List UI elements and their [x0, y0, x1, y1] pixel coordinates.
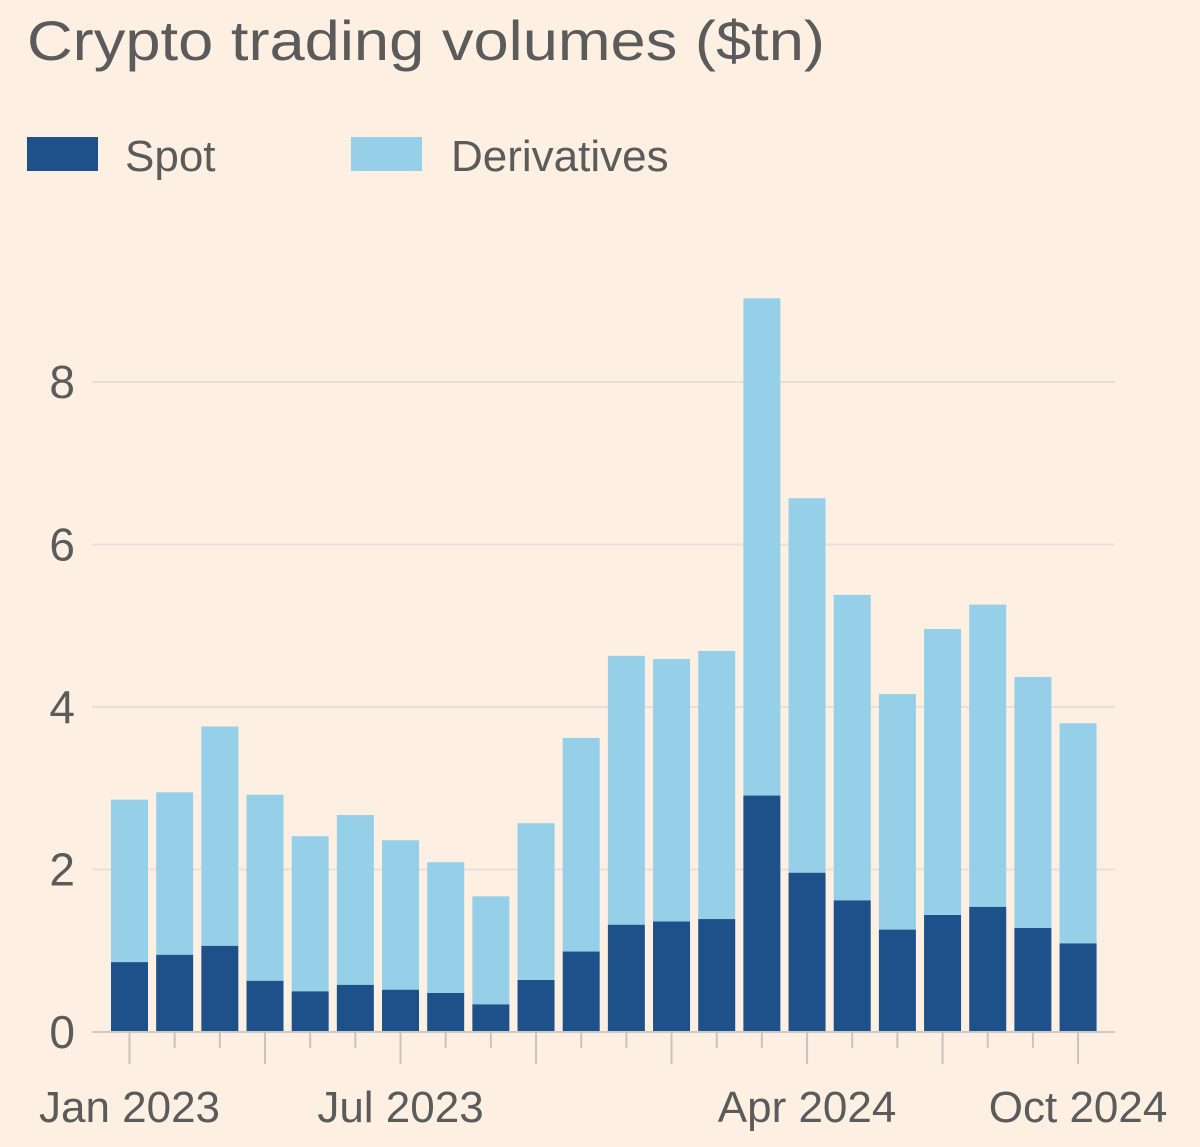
bar-spot — [246, 980, 284, 1032]
bar-spot — [969, 906, 1007, 1032]
bar-derivatives — [472, 896, 510, 1005]
bar-spot — [607, 924, 645, 1032]
bar-group — [472, 896, 510, 1032]
bar-derivatives — [201, 726, 239, 946]
bar-spot — [517, 980, 555, 1032]
x-tick-label: Oct 2024 — [989, 1083, 1168, 1132]
bar-group — [698, 650, 736, 1032]
legend-item-spot: Spot — [27, 132, 216, 181]
y-tick-label: 2 — [49, 844, 75, 896]
bar-derivatives — [833, 594, 871, 901]
bar-group — [291, 836, 329, 1032]
bar-derivatives — [743, 298, 781, 796]
bar-group — [336, 815, 374, 1032]
bar-group — [246, 794, 284, 1032]
bar-group — [1014, 676, 1052, 1032]
bar-derivatives — [156, 792, 194, 955]
y-tick-label: 6 — [49, 519, 75, 571]
bar-spot — [382, 989, 420, 1032]
bar-group — [833, 594, 871, 1032]
bar-spot — [156, 954, 194, 1032]
bar-spot — [201, 945, 239, 1032]
y-axis: 0 2 4 6 8 — [49, 356, 75, 1058]
bar-derivatives — [878, 694, 916, 930]
bar-derivatives — [111, 799, 148, 963]
bar-derivatives — [788, 498, 826, 873]
bar-group — [607, 655, 645, 1032]
bar-group — [156, 792, 194, 1032]
chart-title: Crypto trading volumes ($tn) — [27, 9, 825, 72]
bar-group — [562, 737, 600, 1032]
bars — [111, 298, 1097, 1032]
bar-derivatives — [246, 794, 284, 981]
bar-derivatives — [607, 655, 645, 925]
bar-group — [1059, 723, 1097, 1032]
bar-spot — [427, 993, 465, 1032]
legend-swatch-spot — [27, 137, 98, 171]
bar-group — [517, 823, 555, 1032]
x-tick-label: Jul 2023 — [317, 1083, 483, 1132]
x-axis: Jan 2023 Jul 2023 Apr 2024 Oct 2024 — [39, 1031, 1168, 1132]
bar-derivatives — [382, 840, 420, 990]
bar-derivatives — [336, 815, 374, 985]
bar-group — [427, 862, 465, 1032]
legend-label-spot: Spot — [125, 132, 216, 181]
bar-group — [924, 629, 962, 1032]
bar-spot — [833, 900, 871, 1032]
bar-spot — [291, 991, 329, 1032]
bar-derivatives — [517, 823, 555, 980]
bar-spot — [111, 962, 148, 1032]
legend: Spot Derivatives — [27, 132, 669, 181]
bar-spot — [743, 795, 781, 1032]
bar-group — [382, 840, 420, 1032]
legend-label-derivatives: Derivatives — [451, 132, 669, 181]
bar-derivatives — [698, 650, 736, 920]
bar-spot — [562, 951, 600, 1032]
y-tick-label: 4 — [49, 681, 75, 733]
bar-group — [111, 799, 148, 1032]
y-tick-label: 8 — [49, 356, 75, 408]
bar-group — [743, 298, 781, 1032]
bar-derivatives — [291, 836, 329, 992]
y-tick-label: 0 — [49, 1006, 75, 1058]
bar-group — [788, 498, 826, 1032]
bar-derivatives — [562, 737, 600, 952]
bar-group — [878, 694, 916, 1032]
bar-spot — [788, 872, 826, 1032]
legend-item-derivatives: Derivatives — [351, 132, 669, 181]
bar-spot — [1014, 928, 1052, 1032]
bar-group — [201, 726, 239, 1032]
bar-derivatives — [427, 862, 465, 993]
x-tick-label: Apr 2024 — [718, 1083, 897, 1132]
bar-spot — [336, 984, 374, 1032]
legend-swatch-derivatives — [351, 137, 422, 171]
bar-group — [653, 659, 691, 1032]
bar-derivatives — [1059, 723, 1097, 944]
bar-derivatives — [924, 629, 962, 915]
x-tick-label: Jan 2023 — [39, 1083, 220, 1132]
bar-spot — [698, 919, 736, 1032]
bar-spot — [653, 921, 691, 1032]
bar-spot — [878, 929, 916, 1032]
bar-derivatives — [653, 659, 691, 922]
bar-group — [969, 604, 1007, 1032]
bar-derivatives — [969, 604, 1007, 907]
bar-spot — [1059, 943, 1097, 1032]
bar-spot — [924, 915, 962, 1032]
bar-spot — [472, 1004, 510, 1032]
bar-derivatives — [1014, 676, 1052, 928]
